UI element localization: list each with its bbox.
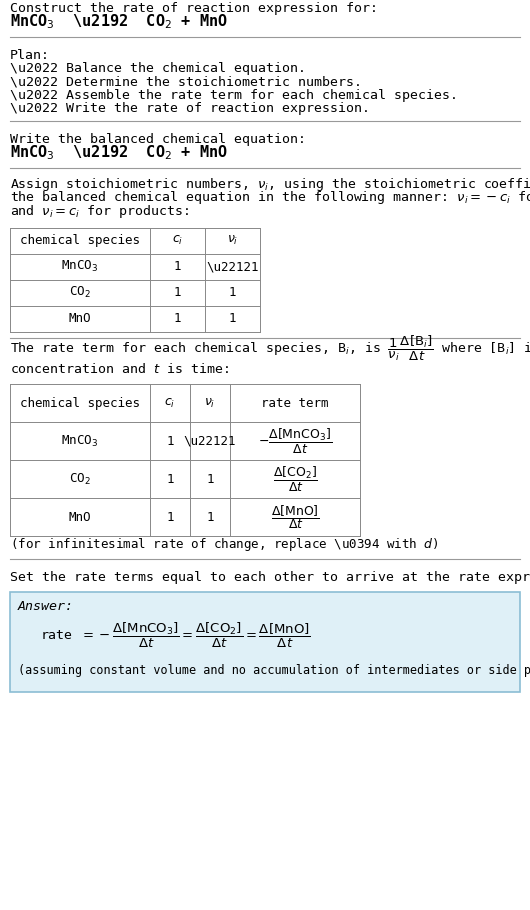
Text: (assuming constant volume and no accumulation of intermediates or side products): (assuming constant volume and no accumul… — [18, 664, 530, 677]
Text: concentration and $t$ is time:: concentration and $t$ is time: — [10, 362, 229, 377]
Text: CO$_2$: CO$_2$ — [69, 285, 91, 300]
Text: \u22121: \u22121 — [184, 435, 236, 448]
Text: MnCO$_3$  \u2192  CO$_2$ + MnO: MnCO$_3$ \u2192 CO$_2$ + MnO — [10, 143, 228, 162]
Text: chemical species: chemical species — [20, 234, 140, 248]
Text: 1: 1 — [166, 435, 174, 448]
Text: and $\nu_i = c_i$ for products:: and $\nu_i = c_i$ for products: — [10, 203, 189, 220]
Text: The rate term for each chemical species, B$_i$, is $\dfrac{1}{\nu_i}\dfrac{\Delt: The rate term for each chemical species,… — [10, 334, 530, 363]
Text: $\nu_i$: $\nu_i$ — [204, 397, 216, 410]
Text: (for infinitesimal rate of change, replace \u0394 with $d$): (for infinitesimal rate of change, repla… — [10, 536, 439, 553]
Text: $-\dfrac{\Delta[\mathrm{MnCO_3}]}{\Delta t}$: $-\dfrac{\Delta[\mathrm{MnCO_3}]}{\Delta… — [258, 427, 332, 456]
Text: 1: 1 — [229, 287, 236, 299]
Text: \u2022 Balance the chemical equation.: \u2022 Balance the chemical equation. — [10, 62, 306, 76]
Text: \u2022 Determine the stoichiometric numbers.: \u2022 Determine the stoichiometric numb… — [10, 76, 362, 88]
Text: 1: 1 — [174, 312, 181, 325]
Text: MnO: MnO — [69, 511, 91, 524]
Text: 1: 1 — [174, 260, 181, 273]
Text: rate term: rate term — [261, 397, 329, 410]
Text: CO$_2$: CO$_2$ — [69, 472, 91, 487]
Text: 1: 1 — [206, 473, 214, 486]
Text: chemical species: chemical species — [20, 397, 140, 410]
Text: Plan:: Plan: — [10, 49, 50, 62]
Text: $\dfrac{\Delta[\mathrm{MnO}]}{\Delta t}$: $\dfrac{\Delta[\mathrm{MnO}]}{\Delta t}$ — [271, 503, 320, 531]
Text: $\dfrac{\Delta[\mathrm{CO_2}]}{\Delta t}$: $\dfrac{\Delta[\mathrm{CO_2}]}{\Delta t}… — [272, 465, 317, 494]
Text: $c_i$: $c_i$ — [164, 397, 175, 410]
Text: Write the balanced chemical equation:: Write the balanced chemical equation: — [10, 134, 306, 147]
Text: Assign stoichiometric numbers, $\nu_i$, using the stoichiometric coefficients, $: Assign stoichiometric numbers, $\nu_i$, … — [10, 177, 530, 193]
Text: MnCO$_3$: MnCO$_3$ — [61, 434, 99, 449]
Text: MnCO$_3$  \u2192  CO$_2$ + MnO: MnCO$_3$ \u2192 CO$_2$ + MnO — [10, 12, 228, 31]
Text: the balanced chemical equation in the following manner: $\nu_i = -c_i$ for react: the balanced chemical equation in the fo… — [10, 189, 530, 207]
Text: \u2022 Assemble the rate term for each chemical species.: \u2022 Assemble the rate term for each c… — [10, 89, 458, 102]
Text: MnO: MnO — [69, 312, 91, 325]
Text: MnCO$_3$: MnCO$_3$ — [61, 259, 99, 274]
Text: 1: 1 — [166, 473, 174, 486]
Text: \u2022 Write the rate of reaction expression.: \u2022 Write the rate of reaction expres… — [10, 102, 370, 116]
Text: Set the rate terms equal to each other to arrive at the rate expression:: Set the rate terms equal to each other t… — [10, 571, 530, 584]
Text: 1: 1 — [166, 511, 174, 524]
Text: 1: 1 — [206, 511, 214, 524]
FancyBboxPatch shape — [10, 592, 520, 693]
Text: rate $= -\dfrac{\Delta[\mathrm{MnCO_3}]}{\Delta t} = \dfrac{\Delta[\mathrm{CO_2}: rate $= -\dfrac{\Delta[\mathrm{MnCO_3}]}… — [40, 621, 311, 650]
Text: Answer:: Answer: — [18, 601, 74, 613]
Text: $c_i$: $c_i$ — [172, 234, 183, 248]
Text: Construct the rate of reaction expression for:: Construct the rate of reaction expressio… — [10, 3, 378, 15]
Text: 1: 1 — [229, 312, 236, 325]
Text: $\nu_i$: $\nu_i$ — [227, 234, 238, 248]
Text: \u22121: \u22121 — [206, 260, 259, 273]
Text: 1: 1 — [174, 287, 181, 299]
